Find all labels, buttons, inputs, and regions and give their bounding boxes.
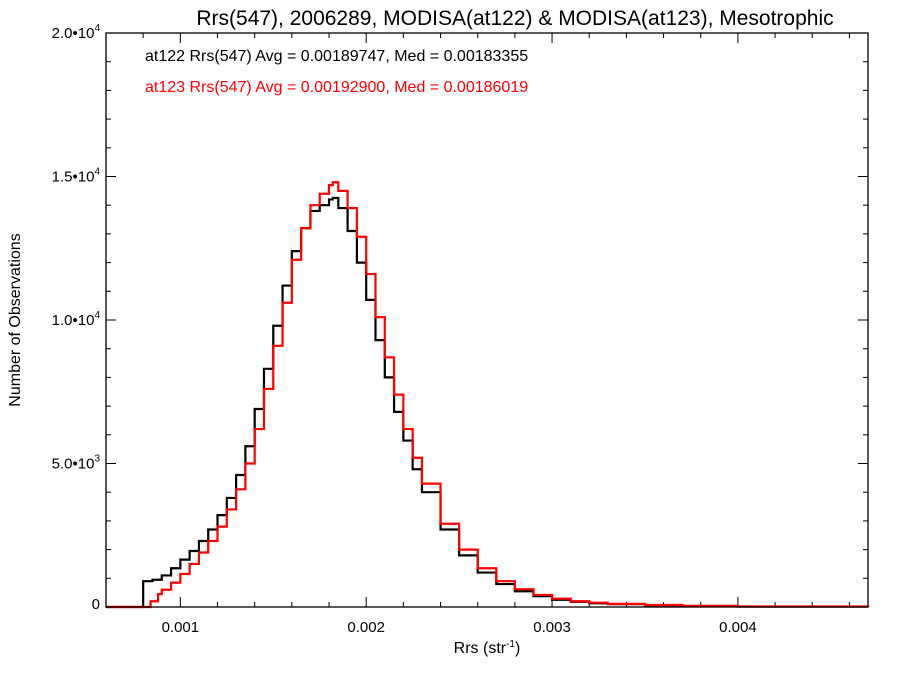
y-tick-label: 2.0•104 <box>52 23 101 42</box>
y-tick-label: 1.5•104 <box>52 167 101 186</box>
plot-frame <box>105 32 869 608</box>
x-tick-label: 0.003 <box>533 619 571 636</box>
histogram-series <box>106 181 870 609</box>
y-tick-label: 5.0•103 <box>52 454 101 473</box>
x-tick-label: 0.004 <box>719 619 757 636</box>
annotation-at123: at123 Rrs(547) Avg = 0.00192900, Med = 0… <box>145 79 528 96</box>
y-axis-ticks: 0 5.0•103 1.0•104 1.5•104 2.0•104 <box>52 23 868 613</box>
y-axis-label: Number of Observations <box>7 233 24 406</box>
series-at122-histogram <box>106 196 870 609</box>
y-tick-label: 0 <box>92 596 100 613</box>
x-tick-label: 0.002 <box>347 619 385 636</box>
annotation-at122: at122 Rrs(547) Avg = 0.00189747, Med = 0… <box>145 48 528 65</box>
x-axis-ticks: 0.001 0.002 0.003 0.004 <box>105 33 850 636</box>
x-axis-label: Rrs (str-1) <box>454 639 521 657</box>
x-tick-label: 0.001 <box>162 619 200 636</box>
chart-title: Rrs(547), 2006289, MODISA(at122) & MODIS… <box>196 7 833 30</box>
series-at123-histogram <box>106 181 870 609</box>
y-tick-label: 1.0•104 <box>52 310 101 329</box>
